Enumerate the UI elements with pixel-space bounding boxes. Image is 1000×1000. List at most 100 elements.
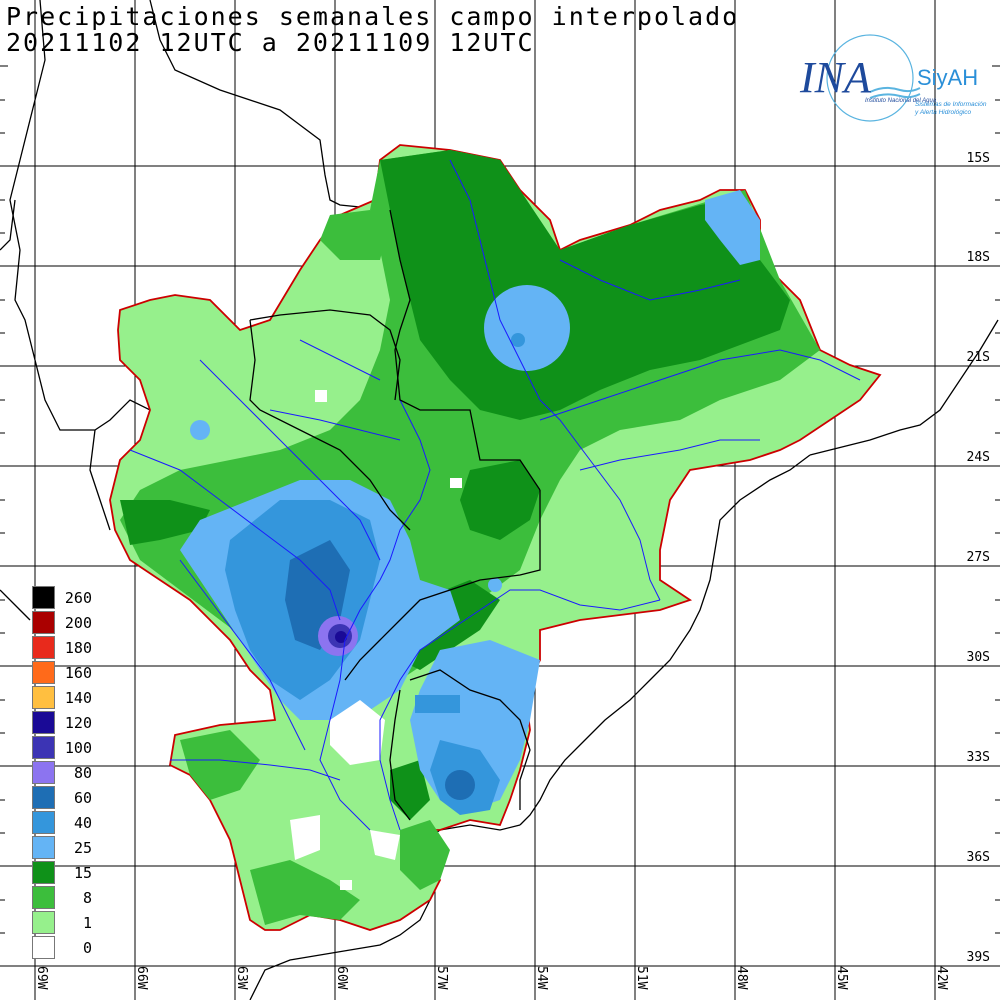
band-8mm-baires bbox=[400, 820, 450, 890]
brazil-uruguay-coast bbox=[519, 454, 811, 826]
logo-wave-icon bbox=[869, 86, 921, 93]
precipitation-field bbox=[109, 144, 882, 931]
legend-swatch-100 bbox=[32, 736, 55, 759]
legend-value-40: 40 bbox=[73, 814, 92, 832]
legend-value-25: 25 bbox=[73, 839, 92, 857]
legend-swatch-200 bbox=[32, 611, 55, 634]
legend-item-140: 140 bbox=[30, 684, 100, 709]
legend-value-60: 60 bbox=[73, 789, 92, 807]
paraguay-argentina-border bbox=[249, 319, 411, 531]
lon-label-45w: 45W bbox=[834, 966, 849, 990]
legend-item-8: 8 bbox=[30, 884, 100, 909]
band-25mm-brazil-spot bbox=[484, 285, 570, 371]
band-8mm-south bbox=[250, 860, 360, 925]
legend-item-15: 15 bbox=[30, 859, 100, 884]
right-ticks bbox=[992, 65, 1000, 934]
legend-item-40: 40 bbox=[30, 809, 100, 834]
legend-value-1: 1 bbox=[82, 914, 92, 932]
legend-item-80: 80 bbox=[30, 759, 100, 784]
band-0mm-patch-4 bbox=[315, 390, 327, 402]
band-120mm-core bbox=[335, 631, 347, 643]
river-grande bbox=[559, 259, 741, 301]
legend-value-260: 260 bbox=[64, 589, 92, 607]
uruguay-argentina-border bbox=[389, 689, 411, 821]
legend-swatch-160 bbox=[32, 661, 55, 684]
band-60mm-uruguay bbox=[445, 770, 475, 800]
band-25mm-spot-west bbox=[190, 420, 210, 440]
logo-system-text: SiyAH bbox=[917, 65, 978, 90]
legend-item-180: 180 bbox=[30, 634, 100, 659]
bolivia-paraguay-border bbox=[249, 309, 401, 401]
river-pilcomayo bbox=[199, 359, 381, 561]
legend-item-60: 60 bbox=[30, 784, 100, 809]
lat-label-33s: 33S bbox=[966, 750, 990, 765]
band-0mm-patch-5 bbox=[340, 880, 352, 890]
lon-label-57w: 57W bbox=[434, 966, 449, 990]
lat-label-30s: 30S bbox=[966, 650, 990, 665]
band-15mm-uruguay bbox=[390, 760, 430, 820]
band-15mm-north bbox=[380, 150, 790, 420]
legend-swatch-60 bbox=[32, 786, 55, 809]
argentina-brazil-border bbox=[344, 490, 541, 681]
paraguay-brazil-border bbox=[389, 209, 541, 491]
legend-item-1: 1 bbox=[30, 909, 100, 934]
river-tercero bbox=[170, 759, 341, 781]
legend-value-160: 160 bbox=[64, 664, 92, 682]
lat-label-15s: 15S bbox=[966, 151, 990, 166]
logo-brand-text: INA bbox=[799, 53, 872, 102]
band-40mm-patch bbox=[415, 695, 460, 713]
legend-swatch-120 bbox=[32, 711, 55, 734]
band-0mm-patch-2 bbox=[290, 815, 320, 860]
legend-item-160: 160 bbox=[30, 659, 100, 684]
peru-border bbox=[0, 199, 16, 251]
lon-label-63w: 63W bbox=[234, 966, 249, 990]
band-0mm-patch-3 bbox=[370, 830, 400, 860]
river-paraguay-parana bbox=[319, 399, 431, 831]
bolivia-brazil-border bbox=[149, 0, 391, 211]
legend-swatch-80 bbox=[32, 761, 55, 784]
ina-siyah-logo: INA SiyAH Instituto Nacional del Agua Si… bbox=[799, 34, 987, 122]
lon-label-66w: 66W bbox=[134, 966, 149, 990]
legend-swatch-15 bbox=[32, 861, 55, 884]
legend-item-200: 200 bbox=[30, 609, 100, 634]
legend-swatch-180 bbox=[32, 636, 55, 659]
lat-label-18s: 18S bbox=[966, 250, 990, 265]
band-40mm-brazil-core bbox=[511, 333, 525, 347]
legend-value-140: 140 bbox=[64, 689, 92, 707]
legend-value-8: 8 bbox=[82, 889, 92, 907]
legend-item-120: 120 bbox=[30, 709, 100, 734]
logo-institute-text: Instituto Nacional del Agua bbox=[865, 98, 937, 104]
legend-value-80: 80 bbox=[73, 764, 92, 782]
lon-label-69w: 69W bbox=[34, 966, 49, 990]
legend-swatch-25 bbox=[32, 836, 55, 859]
brazil-coast-southeast bbox=[809, 319, 999, 456]
band-15mm-west bbox=[120, 500, 210, 545]
legend-value-0: 0 bbox=[82, 939, 92, 957]
lon-label-60w: 60W bbox=[334, 966, 349, 990]
lat-label-27s: 27S bbox=[966, 550, 990, 565]
map-title: Precipitaciones semanales campo interpol… bbox=[6, 2, 740, 31]
lat-label-36s: 36S bbox=[966, 850, 990, 865]
legend-swatch-260 bbox=[32, 586, 55, 609]
legend-item-260: 260 bbox=[30, 584, 100, 609]
legend-item-0: 0 bbox=[30, 934, 100, 959]
river-uruguay bbox=[379, 589, 661, 831]
legend-item-100: 100 bbox=[30, 734, 100, 759]
river-network bbox=[129, 159, 861, 831]
map-subtitle-date-range: 20211102 12UTC a 20211109 12UTC bbox=[6, 28, 535, 57]
lat-label-21s: 21S bbox=[966, 350, 990, 365]
band-25mm-spot-small bbox=[488, 578, 502, 592]
legend-swatch-8 bbox=[32, 886, 55, 909]
lon-label-51w: 51W bbox=[634, 966, 649, 990]
legend-value-200: 200 bbox=[64, 614, 92, 632]
buenos-aires-coast bbox=[249, 899, 431, 1000]
band-0mm-patch-6 bbox=[450, 478, 462, 488]
precipitation-legend: 260 200 180 160 140 120 100 80 bbox=[30, 584, 100, 959]
legend-item-25: 25 bbox=[30, 834, 100, 859]
legend-value-120: 120 bbox=[64, 714, 92, 732]
uruguay-brazil-border bbox=[409, 669, 531, 810]
logo-ring-icon bbox=[826, 34, 914, 122]
